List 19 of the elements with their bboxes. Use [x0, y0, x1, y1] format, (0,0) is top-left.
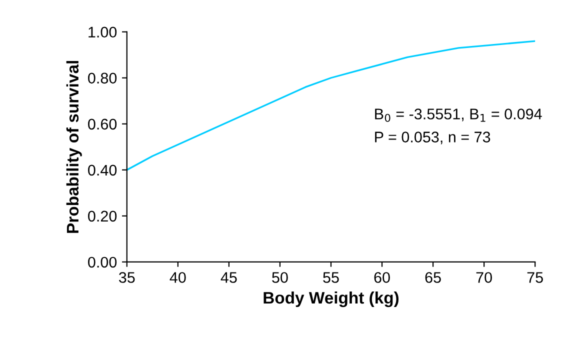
x-tick-label: 40 [170, 272, 186, 283]
x-tick-label: 70 [476, 272, 492, 283]
x-tick-label: 60 [374, 272, 390, 283]
y-tick-label: 0.40 [88, 164, 117, 176]
y-tick-label: 0.00 [88, 256, 117, 268]
x-tick-label: 75 [527, 272, 543, 283]
y-tick-label: 1.00 [88, 26, 117, 38]
y-axis-title: Probability of survival [66, 61, 82, 233]
x-tick-label: 45 [220, 272, 237, 283]
annotation: P = 0.053, n = 73 [375, 132, 490, 144]
y-tick-label: 0.80 [88, 72, 117, 84]
annotation: B$_{0}$ = -3.5551, B$_{1}$ = 0.094 [375, 108, 542, 122]
x-tick-label: 35 [118, 272, 135, 283]
x-tick-label: 55 [323, 272, 339, 283]
x-tick-label: 50 [272, 272, 288, 283]
x-axis-title: Body Weight (kg) [264, 291, 399, 308]
y-tick-label: 0.60 [88, 118, 117, 130]
x-tick-label: 65 [425, 272, 441, 283]
y-tick-label: 0.20 [88, 210, 117, 222]
